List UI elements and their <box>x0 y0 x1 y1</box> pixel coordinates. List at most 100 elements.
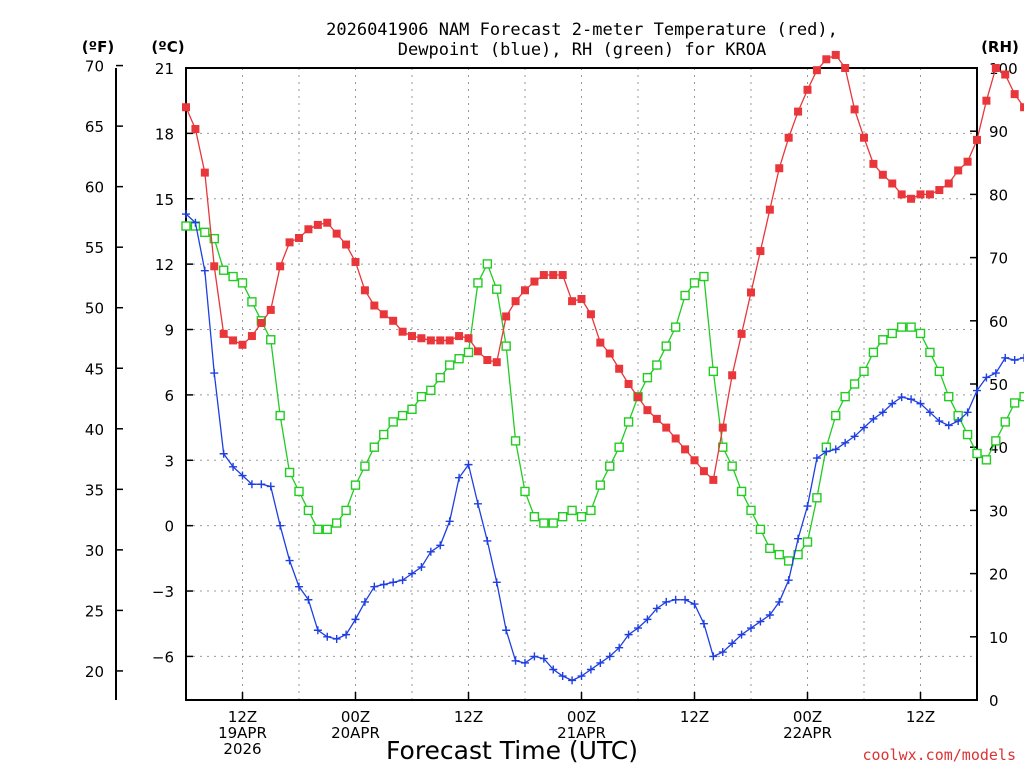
dewpoint-point <box>219 449 228 458</box>
dewpoint-point <box>652 604 661 613</box>
temperature-point <box>473 347 482 356</box>
dewpoint-point <box>436 541 445 550</box>
dewpoint-point <box>502 626 511 635</box>
temperature-point <box>398 327 407 336</box>
dewpoint-point <box>464 460 473 469</box>
rh-point <box>859 366 869 377</box>
celsius-tick-label: 12 <box>155 256 174 274</box>
temperature-point <box>935 186 944 195</box>
dewpoint-point <box>624 630 633 639</box>
rh-point <box>642 372 653 383</box>
temperature-point <box>389 316 398 325</box>
temperature-point <box>455 332 464 341</box>
temperature-point <box>690 456 699 465</box>
dewpoint-point <box>191 218 200 227</box>
rh-point <box>209 233 219 244</box>
rh-point <box>360 461 370 471</box>
x-tick-label: 00Z <box>341 708 370 726</box>
rh-series <box>181 221 1024 566</box>
rh-point <box>972 448 982 459</box>
rh-point <box>652 360 662 370</box>
temperature-point <box>812 66 821 75</box>
rh-point <box>388 417 398 427</box>
temperature-point <box>342 240 351 249</box>
temperature-point <box>775 164 784 173</box>
temperature-point <box>200 168 209 177</box>
dewpoint-point <box>483 536 492 545</box>
temperature-point <box>502 312 511 321</box>
rh-point <box>868 347 879 358</box>
dewpoint-point <box>511 656 520 665</box>
dewpoint-point <box>699 619 708 628</box>
rh-point <box>350 480 361 490</box>
rh-point <box>463 347 474 358</box>
dewpoint-point <box>455 473 464 482</box>
temperature-point <box>295 233 303 242</box>
dewpoint-point <box>860 423 868 432</box>
dewpoint-point <box>681 595 690 604</box>
rh-point <box>275 410 285 421</box>
dewpoint-point <box>831 445 840 454</box>
x-tick-label: 12Z <box>228 708 257 726</box>
dewpoint-point <box>925 408 934 417</box>
rh-tick-label: 60 <box>989 313 1008 331</box>
rh-point <box>548 518 558 528</box>
rh-point <box>200 227 210 238</box>
rh-point <box>680 290 690 301</box>
temperature-point <box>568 297 577 306</box>
celsius-tick-label: 21 <box>155 60 174 78</box>
temperature-point <box>445 336 454 345</box>
temperature-point <box>417 334 426 343</box>
dewpoint-point <box>812 454 821 463</box>
rh-point <box>492 284 502 294</box>
dewpoint-point <box>907 395 916 404</box>
temperature-point <box>784 133 793 142</box>
dewpoint-point <box>379 580 388 589</box>
dewpoint-point <box>304 595 313 604</box>
rh-point <box>303 505 314 516</box>
temperature-point <box>558 271 567 280</box>
dewpoint-point <box>718 648 727 657</box>
rh-point <box>595 480 606 490</box>
dewpoint-point <box>596 658 605 667</box>
rh-tick-label: 70 <box>989 250 1008 268</box>
temperature-point <box>492 358 501 367</box>
temperature-point <box>210 262 219 271</box>
temperature-point <box>521 286 529 295</box>
temperature-point <box>925 190 934 199</box>
dewpoint-point <box>869 414 878 423</box>
fahrenheit-tick-label: 45 <box>85 360 104 378</box>
dewpoint-point <box>1020 353 1024 362</box>
temperature-point <box>276 262 285 271</box>
rh-point <box>783 556 794 566</box>
rh-point <box>812 493 822 503</box>
temperature-point <box>577 295 586 304</box>
temperature-point <box>605 349 614 358</box>
dewpoint-point <box>360 597 369 606</box>
fahrenheit-tick-label: 55 <box>85 239 104 257</box>
dewpoint-point <box>276 521 285 530</box>
fahrenheit-tick-label: 40 <box>85 421 104 439</box>
temperature-point <box>681 445 690 454</box>
temperature-point <box>586 310 595 319</box>
rh-tick-label: 90 <box>989 123 1008 141</box>
rh-point <box>896 322 907 332</box>
dewpoint-point <box>982 373 991 382</box>
celsius-tick-label: −3 <box>152 583 174 601</box>
rh-point <box>925 347 935 358</box>
celsius-tick-label: 9 <box>164 322 174 340</box>
fahrenheit-tick-label: 60 <box>85 179 104 197</box>
rh-point <box>181 221 191 231</box>
temperature-point <box>370 301 379 310</box>
rh-point <box>1019 391 1024 402</box>
grid-lines <box>186 67 977 700</box>
rh-point <box>444 360 455 370</box>
dewpoint-point <box>916 399 925 408</box>
temperature-point <box>794 107 803 116</box>
temperature-point <box>709 475 718 484</box>
temperature-point <box>483 356 492 365</box>
axes <box>115 64 978 701</box>
rh-point <box>708 366 719 377</box>
temperature-point <box>737 329 746 338</box>
